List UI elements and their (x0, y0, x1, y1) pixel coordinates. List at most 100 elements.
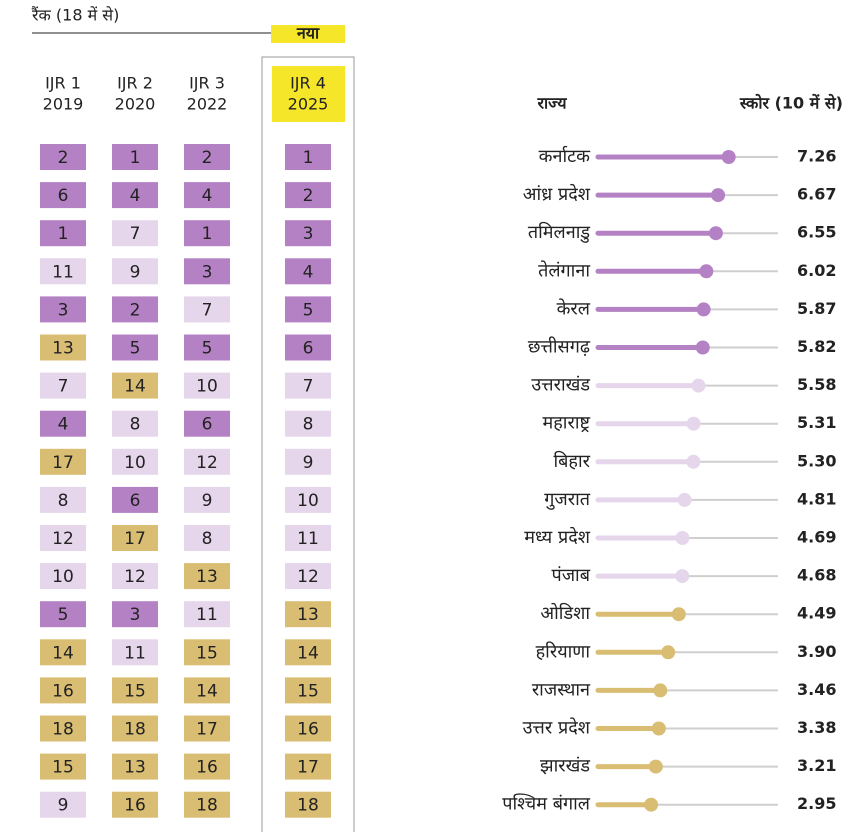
rank-value: 3 (303, 224, 314, 244)
rank-value: 9 (58, 796, 69, 816)
rank-value: 16 (297, 720, 319, 740)
rank-value: 15 (52, 758, 74, 778)
column-name: IJR 4 (290, 74, 326, 93)
state-name: राजस्थान (532, 679, 591, 700)
rank-cell (285, 791, 331, 818)
rank-cell (285, 601, 331, 628)
rank-cell (184, 334, 230, 361)
rank-cell (285, 296, 331, 323)
rank-value: 4 (58, 415, 69, 435)
rank-cell (285, 258, 331, 285)
rank-cell (285, 563, 331, 590)
rank-cell (184, 296, 230, 323)
column-year: 2025 (288, 95, 329, 114)
score-label: 3.90 (797, 642, 836, 661)
rank-value: 18 (52, 720, 74, 740)
state-name: छत्तीसगढ़ (528, 336, 591, 358)
state-name: पंजाब (551, 565, 590, 586)
score-label: 6.55 (797, 223, 836, 242)
rank-value: 7 (130, 224, 141, 244)
new-column-header-bg (272, 66, 345, 122)
rank-cell (285, 144, 331, 170)
rank-cell (112, 410, 158, 437)
rank-cell (40, 410, 86, 437)
rank-cell (112, 182, 158, 209)
rank-value: 8 (303, 415, 314, 435)
rank-value: 14 (52, 643, 74, 663)
rank-cell (40, 601, 86, 628)
column-name: IJR 2 (117, 74, 153, 93)
column-year: 2019 (43, 95, 84, 114)
score-label: 5.58 (797, 375, 836, 394)
rank-cell (184, 182, 230, 209)
state-name: गुजरात (544, 489, 591, 510)
state-name: पश्चिम बंगाल (502, 793, 591, 815)
rank-value: 8 (58, 491, 69, 511)
rank-value: 2 (130, 300, 141, 320)
state-name: उत्तराखंड (531, 375, 590, 396)
rank-cell (40, 144, 86, 170)
rank-cell (184, 525, 230, 551)
score-dot (644, 797, 659, 812)
rank-cell (285, 410, 331, 437)
rank-value: 2 (303, 186, 314, 206)
rank-value: 1 (202, 224, 213, 244)
rank-value: 8 (130, 415, 141, 435)
rank-cell (40, 677, 86, 704)
state-name: तमिलनाडु (528, 221, 591, 243)
rank-cell (112, 258, 158, 285)
rank-value: 9 (130, 262, 141, 282)
rank-value: 9 (303, 453, 314, 473)
state-name: मध्य प्रदेश (524, 526, 590, 548)
rank-cell (285, 220, 331, 247)
rank-value: 3 (202, 262, 213, 282)
score-label: 3.21 (797, 756, 836, 775)
rank-value: 1 (130, 148, 141, 168)
rank-value: 7 (202, 300, 213, 320)
rank-cell (40, 753, 86, 780)
score-label: 4.68 (797, 566, 836, 585)
column-name: IJR 1 (45, 74, 81, 93)
rank-title: रैंक (18 में से) (31, 6, 119, 25)
score-label: 6.02 (797, 261, 836, 280)
state-name: बिहार (553, 450, 590, 472)
rank-cell (112, 334, 158, 361)
score-dot (686, 416, 701, 431)
score-label: 3.46 (797, 680, 836, 699)
rank-cell (285, 182, 331, 209)
rank-cell (184, 144, 230, 170)
score-label: 2.95 (797, 794, 836, 813)
rank-value: 4 (130, 186, 141, 206)
rank-value: 5 (58, 605, 69, 625)
rank-cell (40, 372, 86, 399)
rank-cell (112, 639, 158, 666)
rank-cell (40, 715, 86, 742)
score-label: 6.67 (797, 185, 836, 204)
rank-cell (184, 677, 230, 704)
score-dot (686, 454, 701, 469)
score-label: 4.69 (797, 528, 836, 547)
rank-value: 12 (52, 529, 74, 549)
rank-cell (112, 525, 158, 551)
rank-value: 1 (58, 224, 69, 244)
rank-value: 17 (124, 529, 146, 549)
rank-cell (40, 182, 86, 209)
rank-cell (40, 220, 86, 247)
rank-value: 17 (196, 720, 218, 740)
rank-cell (40, 258, 86, 285)
rank-value: 2 (58, 148, 69, 168)
rank-value: 2 (202, 148, 213, 168)
rank-cell (285, 753, 331, 780)
rank-cell (40, 791, 86, 818)
rank-cell (184, 563, 230, 590)
score-dot (691, 378, 706, 393)
rank-cell (184, 753, 230, 780)
rank-value: 10 (124, 453, 146, 473)
rank-value: 15 (297, 681, 319, 701)
score-dot (653, 683, 668, 698)
rank-cell (112, 144, 158, 170)
rank-cell (40, 448, 86, 475)
rank-cell (184, 486, 230, 513)
rank-value: 5 (130, 339, 141, 359)
rank-value: 10 (297, 491, 319, 511)
